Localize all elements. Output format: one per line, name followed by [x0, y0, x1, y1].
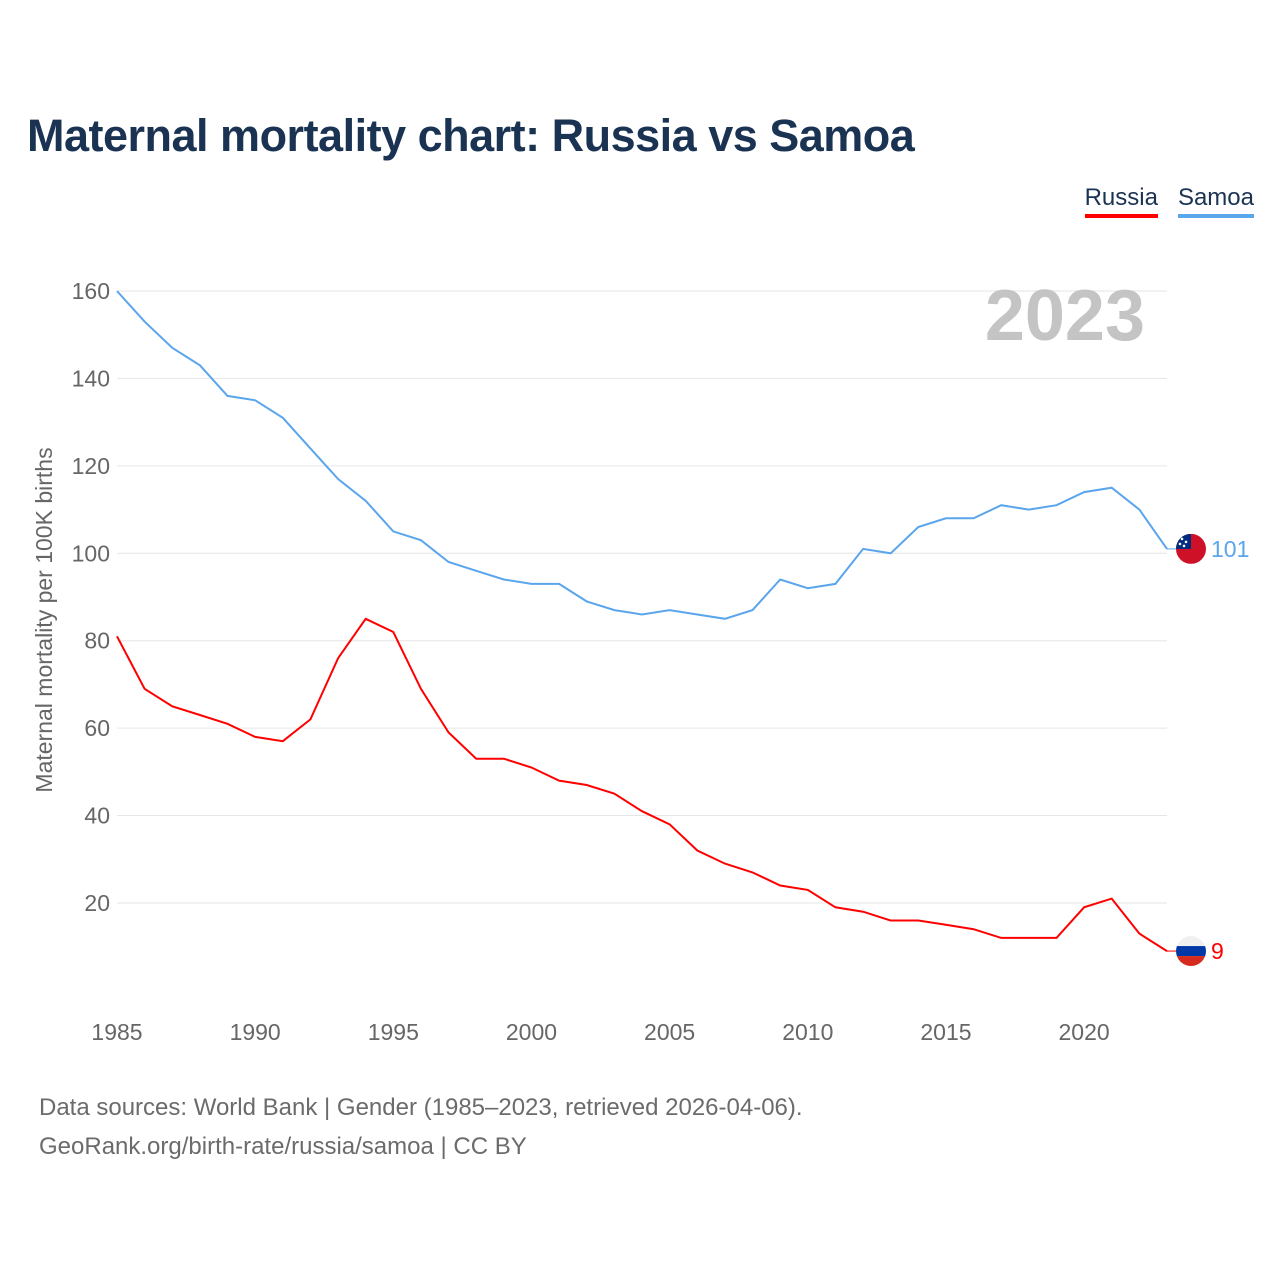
x-tick-label: 2020 — [1059, 1019, 1110, 1045]
source-note: Data sources: World Bank | Gender (1985–… — [39, 1088, 803, 1166]
russia-series-line — [116, 617, 1168, 952]
y-tick-label: 60 — [84, 715, 110, 741]
x-tick-label: 2015 — [920, 1019, 971, 1045]
y-tick-label: 140 — [72, 365, 110, 391]
y-axis-label: Maternal mortality per 100K births — [31, 447, 57, 792]
legend-russia[interactable]: Russia — [1084, 184, 1158, 218]
y-tick-label: 120 — [72, 453, 110, 479]
y-tick-label: 40 — [84, 803, 110, 829]
samoa-flag-icon — [1176, 533, 1206, 564]
x-tick-label: 2005 — [644, 1019, 695, 1045]
y-tick-label: 100 — [72, 540, 110, 566]
source-line-2[interactable]: GeoRank.org/birth-rate/russia/samoa | CC… — [39, 1133, 527, 1160]
chart-title: Maternal mortality chart: Russia vs Samo… — [27, 110, 915, 161]
x-tick-label: 1995 — [368, 1019, 419, 1045]
y-tick-label: 20 — [84, 890, 110, 916]
russia-flag-icon — [1176, 936, 1206, 967]
source-line-1: Data sources: World Bank | Gender (1985–… — [39, 1094, 803, 1121]
y-tick-label: 80 — [84, 628, 110, 654]
legend: Russia Samoa — [1084, 184, 1254, 218]
x-tick-label: 1990 — [230, 1019, 281, 1045]
x-tick-label: 1985 — [91, 1019, 142, 1045]
samoa-series-line — [116, 290, 1168, 620]
year-watermark: 2023 — [985, 276, 1145, 356]
russia-end-value-label: 9 — [1211, 938, 1224, 964]
samoa-end-value-label: 101 — [1211, 536, 1249, 562]
y-tick-label: 160 — [72, 278, 110, 304]
legend-samoa[interactable]: Samoa — [1177, 184, 1254, 218]
x-tick-label: 2010 — [782, 1019, 833, 1045]
x-tick-label: 2000 — [506, 1019, 557, 1045]
